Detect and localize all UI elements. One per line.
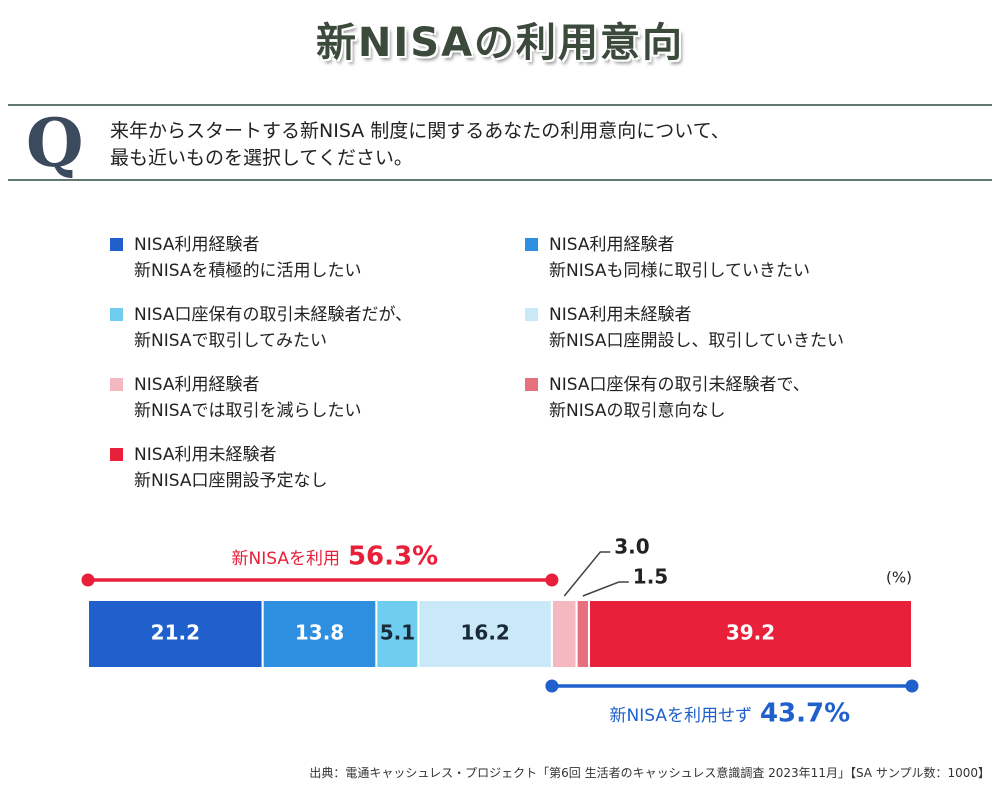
legend-swatch [110, 308, 123, 321]
legend-label: NISA利用経験者 新NISAを積極的に活用したい [134, 235, 362, 281]
legend-label: NISA利用経験者 新NISAも同様に取引していきたい [549, 235, 810, 281]
bar-segment [550, 599, 578, 669]
data-label: 5.1 [380, 621, 415, 645]
bracket-end [545, 573, 559, 587]
question-mark: Q [26, 104, 84, 182]
data-label: 16.2 [460, 621, 509, 645]
group-label: 新NISAを利用 [231, 549, 339, 569]
bar-segment [261, 599, 378, 669]
bar-segment [375, 599, 420, 669]
data-label: 13.8 [295, 621, 344, 645]
group-label: 新NISAを利用せず [609, 706, 751, 726]
legend-swatch [110, 378, 123, 391]
legend-label: NISA利用未経験者 新NISA口座開設し、取引していきたい [549, 305, 844, 351]
legend-entry: NISA利用経験者 新NISAを積極的に活用したい [110, 232, 361, 284]
legend-entry: NISA口座保有の取引未経験者で、 新NISAの取引意向なし [525, 372, 810, 424]
leader-line [563, 551, 611, 597]
legend-swatch [525, 238, 538, 251]
data-label: 21.2 [151, 621, 200, 645]
title: 新NISAの利用意向 [315, 20, 685, 66]
legend-entry: NISA口座保有の取引未経験者だが、 新NISAで取引してみたい [110, 302, 412, 354]
leader-line [582, 581, 629, 597]
unit: (%) [886, 569, 912, 587]
legend-entry: NISA利用経験者 新NISAも同様に取引していきたい [525, 232, 810, 284]
group-value: 43.7% [760, 699, 850, 729]
data-label: 3.0 [614, 535, 649, 559]
legend-label: NISA口座保有の取引未経験者で、 新NISAの取引意向なし [549, 375, 810, 421]
bar-segment [587, 599, 913, 669]
bar-segment [575, 599, 590, 669]
legend-entry: NISA利用未経験者 新NISA口座開設し、取引していきたい [525, 302, 844, 354]
data-label: 1.5 [633, 565, 668, 589]
legend-label: NISA口座保有の取引未経験者だが、 新NISAで取引してみたい [134, 305, 413, 351]
legend-label: NISA利用未経験者 新NISA口座開設予定なし [134, 445, 328, 491]
question: 来年からスタートする新NISA 制度に関するあなたの利用意向について、 最も近い… [110, 120, 730, 169]
source: 出典：電通キャッシュレス・プロジェクト「第6回 生活者のキャッシュレス意識調査 … [309, 766, 990, 780]
legend-swatch [110, 448, 123, 461]
legend-swatch [525, 378, 538, 391]
bracket-end [905, 679, 919, 693]
legend-label: NISA利用経験者 新NISAでは取引を減らしたい [134, 375, 362, 421]
data-label: 39.2 [726, 621, 775, 645]
bracket-end [81, 573, 95, 587]
group-value: 56.3% [348, 542, 438, 572]
legend-swatch [110, 238, 123, 251]
legend-swatch [525, 308, 538, 321]
legend-entry: NISA利用経験者 新NISAでは取引を減らしたい [110, 372, 361, 424]
bracket-end [545, 679, 559, 693]
legend-entry: NISA利用未経験者 新NISA口座開設予定なし [110, 442, 327, 494]
